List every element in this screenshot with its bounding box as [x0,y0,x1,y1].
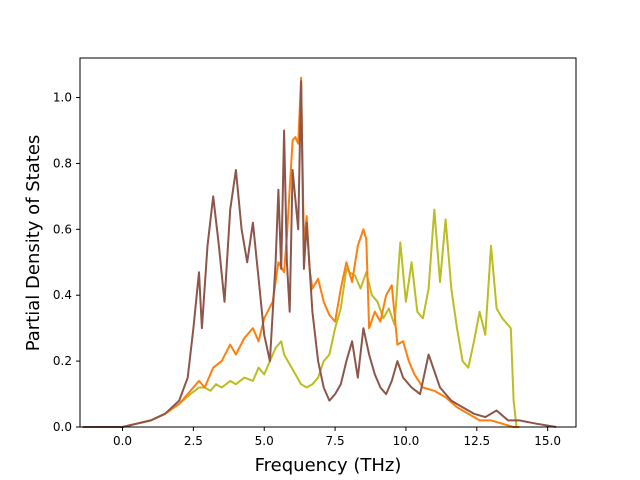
series-layer [82,76,557,428]
x-axis-label: Frequency (THz) [255,455,402,476]
y-tick-label: 1.0 [53,91,72,105]
x-tick-label: 10.0 [393,434,420,448]
x-tick-label: 7.5 [326,434,345,448]
x-tick-label: 5.0 [255,434,274,448]
y-tick-label: 0.6 [53,222,72,236]
x-tick-label: 12.5 [463,434,490,448]
y-tick-label: 0.2 [53,354,72,368]
y-tick-label: 0.8 [53,156,72,170]
series-line-0 [82,208,518,428]
series-line-2 [82,80,557,428]
y-tick-label: 0.4 [53,288,72,302]
axes-layer: 0.0 2.5 5.0 7.5 10.0 12.5 15.0 0.0 0.2 0.4 0.6 0.8 1… [53,57,577,448]
plot-frame [79,57,577,428]
x-tick-label: 15.0 [534,434,561,448]
y-axis-label: Partial Density of States [23,135,44,352]
series-line-1 [82,76,520,428]
y-tick-label: 0.0 [53,420,72,434]
x-tick-label: 2.5 [184,434,203,448]
x-tick-label: 0.0 [113,434,132,448]
